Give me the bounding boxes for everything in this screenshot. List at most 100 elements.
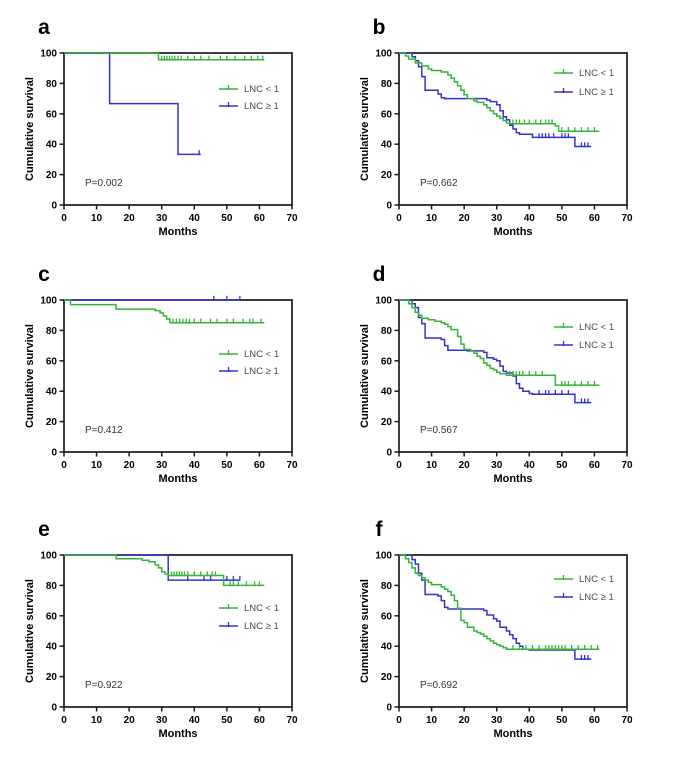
- x-tick-label: 60: [589, 460, 601, 471]
- y-tick-label: 100: [40, 49, 57, 60]
- y-tick-label: 60: [46, 356, 58, 367]
- y-axis: 0 20 40 60 80 100 Cumulative survival: [24, 49, 64, 212]
- x-tick-label: 0: [396, 213, 402, 224]
- x-tick-label: 60: [254, 460, 266, 471]
- legend: LNC < 1 LNC ≥ 1: [554, 574, 614, 603]
- x-tick-label: 10: [91, 715, 103, 726]
- x-axis-title: Months: [158, 473, 197, 485]
- legend-label: LNC ≥ 1: [579, 87, 614, 98]
- y-axis-title: Cumulative survival: [359, 579, 371, 683]
- y-tick-label: 40: [381, 387, 393, 398]
- legend-label: LNC < 1: [244, 349, 279, 360]
- legend-label: LNC < 1: [579, 574, 614, 585]
- x-tick-label: 70: [286, 715, 298, 726]
- y-tick-label: 100: [40, 296, 57, 307]
- km-curve-lnc-lt1: [64, 554, 265, 587]
- x-tick-label: 30: [491, 715, 503, 726]
- legend: LNC < 1 LNC ≥ 1: [219, 84, 279, 112]
- panel-a: a 0 10 20 30 40 50 60 70 Months 0 20 40 60 80 100 Cumula…: [0, 0, 337, 256]
- y-tick-label: 80: [46, 79, 58, 90]
- y-axis: 0 20 40 60 80 100 Cumulative survival: [24, 551, 64, 714]
- y-tick-label: 20: [46, 417, 58, 428]
- y-tick-label: 40: [46, 140, 58, 151]
- panel-e: e 0 10 20 30 40 50 60 70 Months 0 20 40 60 80 100 Cumula…: [0, 512, 337, 768]
- survival-step-line: [399, 554, 600, 650]
- y-tick-label: 80: [381, 581, 393, 592]
- panel-b: b 0 10 20 30 40 50 60 70 Months 0 20 40 60 80 100 Cumula…: [335, 0, 672, 256]
- legend: LNC < 1 LNC ≥ 1: [554, 322, 614, 351]
- y-tick-label: 100: [375, 551, 392, 562]
- x-tick-label: 30: [156, 460, 168, 471]
- x-tick-label: 20: [124, 213, 136, 224]
- x-axis: 0 10 20 30 40 50 60 70 Months: [61, 707, 298, 740]
- x-tick-label: 70: [286, 213, 298, 224]
- y-tick-label: 100: [375, 49, 392, 60]
- plot-frame: [398, 52, 628, 206]
- km-curve-lnc-ge1: [399, 554, 592, 660]
- legend-label: LNC < 1: [244, 603, 279, 614]
- legend-item: LNC < 1: [219, 84, 279, 95]
- y-tick-label: 100: [375, 296, 392, 307]
- x-tick-label: 70: [621, 460, 633, 471]
- plot-frame: [398, 554, 628, 708]
- survival-step-line: [399, 299, 592, 404]
- plot-frame: [63, 52, 293, 206]
- p-value-label: P=0.567: [420, 425, 458, 436]
- panel-letter: e: [38, 518, 50, 541]
- panel-e-chart: e 0 10 20 30 40 50 60 70 Months 0 20 40 60 80 100 Cumula…: [24, 518, 298, 740]
- x-tick-label: 20: [459, 213, 471, 224]
- legend-item: LNC < 1: [554, 68, 614, 79]
- y-axis-title: Cumulative survival: [359, 77, 371, 181]
- y-tick-label: 100: [40, 551, 57, 562]
- legend-item: LNC ≥ 1: [554, 340, 614, 351]
- x-tick-label: 20: [124, 715, 136, 726]
- x-tick-label: 60: [254, 213, 266, 224]
- x-tick-label: 70: [621, 213, 633, 224]
- x-tick-label: 0: [396, 715, 402, 726]
- legend-item: LNC < 1: [554, 574, 614, 585]
- legend-label: LNC ≥ 1: [244, 621, 279, 632]
- x-tick-label: 50: [556, 460, 568, 471]
- survival-step-line: [64, 554, 265, 587]
- survival-step-line: [399, 52, 592, 148]
- y-axis: 0 20 40 60 80 100 Cumulative survival: [359, 49, 399, 212]
- x-axis-title: Months: [493, 473, 532, 485]
- y-tick-label: 20: [381, 170, 393, 181]
- y-tick-label: 60: [381, 611, 393, 622]
- panel-a-chart: a 0 10 20 30 40 50 60 70 Months 0 20 40 60 80 100 Cumula…: [24, 16, 298, 238]
- y-axis: 0 20 40 60 80 100 Cumulative survival: [24, 296, 64, 459]
- panel-letter: b: [373, 16, 386, 39]
- legend-item: LNC < 1: [554, 322, 614, 333]
- x-tick-label: 40: [524, 213, 536, 224]
- x-tick-label: 40: [189, 213, 201, 224]
- legend-item: LNC ≥ 1: [219, 621, 279, 632]
- plot-frame: [398, 299, 628, 453]
- y-tick-label: 60: [381, 356, 393, 367]
- plot-frame: [63, 554, 293, 708]
- x-axis: 0 10 20 30 40 50 60 70 Months: [61, 452, 298, 485]
- survival-step-line: [64, 299, 265, 324]
- legend-item: LNC ≥ 1: [219, 366, 279, 377]
- legend: LNC < 1 LNC ≥ 1: [219, 349, 279, 377]
- km-curve-lnc-ge1: [399, 299, 592, 404]
- x-axis: 0 10 20 30 40 50 60 70 Months: [396, 707, 633, 740]
- x-tick-label: 20: [459, 460, 471, 471]
- p-value-label: P=0.412: [85, 425, 123, 436]
- y-axis-title: Cumulative survival: [24, 324, 36, 428]
- x-tick-label: 0: [396, 460, 402, 471]
- x-axis: 0 10 20 30 40 50 60 70 Months: [396, 452, 633, 485]
- legend-label: LNC < 1: [579, 68, 614, 79]
- y-tick-label: 20: [381, 417, 393, 428]
- panel-d: d 0 10 20 30 40 50 60 70 Months 0 20 40 60 80 100 Cumula…: [335, 256, 672, 512]
- x-tick-label: 20: [459, 715, 471, 726]
- panel-c: c 0 10 20 30 40 50 60 70 Months 0 20 40 60 80 100 Cumula…: [0, 256, 337, 512]
- y-tick-label: 0: [51, 201, 57, 212]
- legend: LNC < 1 LNC ≥ 1: [554, 68, 614, 98]
- panel-letter: d: [373, 263, 386, 286]
- legend-label: LNC < 1: [579, 322, 614, 333]
- y-axis: 0 20 40 60 80 100 Cumulative survival: [359, 551, 399, 714]
- km-curve-lnc-lt1: [399, 52, 600, 133]
- x-axis-title: Months: [493, 226, 532, 238]
- y-tick-label: 60: [46, 109, 58, 120]
